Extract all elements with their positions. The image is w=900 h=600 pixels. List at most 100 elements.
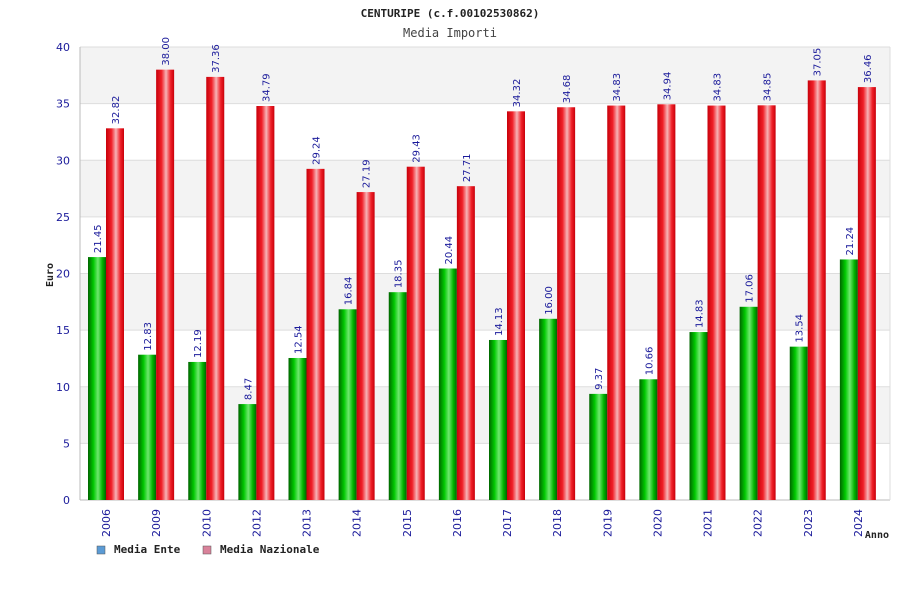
bar-media-ente-2009 xyxy=(138,354,157,500)
value-label-media-nazionale-2014: 27.19 xyxy=(362,159,373,188)
bar-media-nazionale-2018 xyxy=(557,107,576,501)
value-label-media-ente-2022: 17.06 xyxy=(745,274,756,303)
value-label-media-nazionale-2013: 29.24 xyxy=(312,136,323,165)
value-label-media-ente-2012: 8.47 xyxy=(243,378,254,400)
bar-media-ente-2013 xyxy=(288,357,307,500)
value-label-media-nazionale-2017: 34.32 xyxy=(512,79,523,108)
bar-media-ente-2024 xyxy=(839,259,858,500)
x-tick-label-2016: 2016 xyxy=(451,509,464,537)
value-label-media-nazionale-2023: 37.05 xyxy=(813,48,824,77)
x-tick-label-2013: 2013 xyxy=(301,509,314,537)
y-tick-label: 35 xyxy=(56,98,70,111)
bar-media-ente-2020 xyxy=(639,379,658,500)
value-label-media-ente-2006: 21.45 xyxy=(93,224,104,253)
x-tick-label-2019: 2019 xyxy=(601,509,614,537)
value-label-media-ente-2018: 16.00 xyxy=(544,286,555,315)
value-labels: 21.45 32.82 12.83 38.00 12.19 37.36 8.47 34.79 1… xyxy=(93,37,874,400)
x-tick-label-2012: 2012 xyxy=(250,509,263,537)
value-label-media-ente-2019: 9.37 xyxy=(594,368,605,390)
bar-media-ente-2010 xyxy=(188,361,207,500)
x-tick-label-2018: 2018 xyxy=(551,509,564,537)
value-label-media-nazionale-2009: 38.00 xyxy=(161,37,172,66)
x-axis-ticks: 2006 2009 2010 2012 2013 2014 2015 2016 2017 2018… xyxy=(100,509,865,537)
y-axis-ticks: 0 5 10 15 20 25 30 35 40 xyxy=(56,41,70,507)
x-tick-label-2006: 2006 xyxy=(100,509,113,537)
y-tick-label: 40 xyxy=(56,41,70,54)
bar-media-nazionale-2022 xyxy=(757,105,776,500)
value-label-media-ente-2021: 14.83 xyxy=(695,299,706,328)
x-axis-label: Anno xyxy=(865,530,889,541)
value-label-media-nazionale-2006: 32.82 xyxy=(111,96,122,125)
value-label-media-nazionale-2024: 36.46 xyxy=(863,54,874,83)
value-label-media-ente-2020: 10.66 xyxy=(644,347,655,376)
legend-label-media-nazionale: Media Nazionale xyxy=(220,543,320,556)
bars xyxy=(88,69,876,501)
value-label-media-ente-2017: 14.13 xyxy=(494,307,505,336)
x-tick-label-2009: 2009 xyxy=(150,509,163,537)
x-tick-label-2010: 2010 xyxy=(200,509,213,537)
value-label-media-nazionale-2012: 34.79 xyxy=(261,73,272,102)
value-label-media-ente-2024: 21.24 xyxy=(845,227,856,256)
bar-media-ente-2023 xyxy=(789,346,808,500)
bar-media-nazionale-2024 xyxy=(857,87,876,500)
bar-media-nazionale-2017 xyxy=(507,111,525,501)
value-label-media-nazionale-2016: 27.71 xyxy=(462,154,473,183)
value-label-media-nazionale-2010: 37.36 xyxy=(211,44,222,73)
value-label-media-nazionale-2021: 34.83 xyxy=(713,73,724,102)
value-label-media-nazionale-2018: 34.68 xyxy=(562,75,573,104)
bar-media-nazionale-2023 xyxy=(807,80,826,500)
bar-media-ente-2014 xyxy=(338,309,357,500)
value-label-media-ente-2013: 12.54 xyxy=(294,325,305,354)
value-label-media-nazionale-2019: 34.83 xyxy=(612,73,623,102)
bar-media-ente-2015 xyxy=(388,292,407,500)
y-tick-label: 0 xyxy=(63,494,70,507)
x-tick-label-2017: 2017 xyxy=(501,509,514,537)
bar-media-ente-2006 xyxy=(88,257,106,500)
y-tick-label: 10 xyxy=(56,381,70,394)
y-tick-label: 30 xyxy=(56,154,70,167)
chart-title: CENTURIPE (c.f.00102530862) xyxy=(361,7,540,20)
value-label-media-ente-2015: 18.35 xyxy=(394,260,405,289)
bar-media-ente-2021 xyxy=(689,332,708,500)
value-label-media-nazionale-2015: 29.43 xyxy=(412,134,423,163)
legend: Media Ente Media Nazionale xyxy=(96,543,320,556)
x-tick-label-2015: 2015 xyxy=(401,509,414,537)
bar-media-nazionale-2006 xyxy=(106,128,124,500)
y-tick-label: 25 xyxy=(56,211,70,224)
value-label-media-ente-2010: 12.19 xyxy=(193,329,204,358)
value-label-media-ente-2014: 16.84 xyxy=(344,277,355,306)
y-tick-label: 5 xyxy=(63,437,70,450)
value-label-media-ente-2009: 12.83 xyxy=(143,322,154,351)
x-tick-label-2021: 2021 xyxy=(702,509,715,537)
value-label-media-ente-2016: 20.44 xyxy=(444,236,455,265)
bar-media-nazionale-2009 xyxy=(156,69,175,501)
x-tick-label-2014: 2014 xyxy=(351,509,364,537)
legend-label-media-ente: Media Ente xyxy=(114,543,181,556)
bar-media-ente-2012 xyxy=(238,404,257,500)
bar-media-nazionale-2016 xyxy=(456,186,475,500)
bar-media-nazionale-2020 xyxy=(657,104,676,500)
legend-swatch-media-ente xyxy=(96,545,106,555)
bar-media-nazionale-2012 xyxy=(256,106,275,501)
x-tick-label-2024: 2024 xyxy=(852,509,865,537)
y-axis-label: Euro xyxy=(45,263,56,287)
x-tick-label-2022: 2022 xyxy=(752,509,765,537)
x-tick-label-2020: 2020 xyxy=(651,509,664,537)
bar-media-ente-2022 xyxy=(739,306,758,500)
legend-swatch-media-nazionale xyxy=(202,545,212,555)
chart-subtitle: Media Importi xyxy=(403,26,497,40)
bar-media-ente-2019 xyxy=(589,393,608,500)
bar-media-ente-2016 xyxy=(438,268,457,500)
value-label-media-nazionale-2020: 34.94 xyxy=(662,72,673,101)
bar-media-nazionale-2015 xyxy=(406,166,425,500)
bar-media-ente-2017 xyxy=(489,339,507,500)
bar-media-nazionale-2010 xyxy=(206,76,225,500)
y-tick-label: 15 xyxy=(56,324,70,337)
bar-media-nazionale-2021 xyxy=(707,105,726,501)
value-label-media-nazionale-2022: 34.85 xyxy=(763,73,774,102)
bar-media-nazionale-2013 xyxy=(306,168,325,500)
bar-media-ente-2018 xyxy=(539,318,558,500)
y-tick-label: 20 xyxy=(56,268,70,281)
